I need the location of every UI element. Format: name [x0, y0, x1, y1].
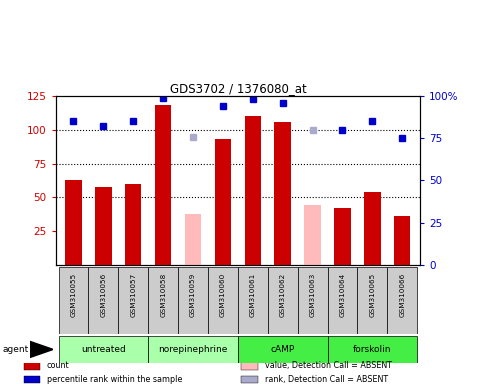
Bar [357, 267, 387, 334]
Bar [88, 267, 118, 334]
Text: percentile rank within the sample: percentile rank within the sample [47, 375, 182, 384]
Bar [242, 376, 258, 383]
Bar [58, 267, 88, 334]
Bar [327, 336, 417, 363]
Bar [244, 116, 261, 265]
Text: GSM310057: GSM310057 [130, 272, 136, 316]
Bar [242, 362, 258, 370]
Bar [274, 122, 291, 265]
Text: forskolin: forskolin [353, 345, 392, 354]
Bar [334, 208, 351, 265]
Bar [148, 267, 178, 334]
Bar [58, 336, 148, 363]
Text: GSM310061: GSM310061 [250, 272, 256, 316]
Bar [394, 216, 411, 265]
Text: GSM310059: GSM310059 [190, 272, 196, 316]
Bar [364, 192, 381, 265]
Bar [304, 205, 321, 265]
Text: GSM310056: GSM310056 [100, 272, 106, 316]
Bar [125, 184, 142, 265]
Bar [327, 267, 357, 334]
Bar [208, 267, 238, 334]
Text: cAMP: cAMP [270, 345, 295, 354]
Bar [24, 376, 40, 383]
Text: untreated: untreated [81, 345, 126, 354]
Bar [238, 336, 327, 363]
Text: GSM310066: GSM310066 [399, 272, 405, 316]
Bar [95, 187, 112, 265]
Bar [24, 362, 40, 370]
Text: GSM310062: GSM310062 [280, 272, 286, 316]
Bar [215, 139, 231, 265]
Bar [155, 106, 171, 265]
Text: norepinephrine: norepinephrine [158, 345, 227, 354]
Text: GSM310060: GSM310060 [220, 272, 226, 316]
Bar [118, 267, 148, 334]
Bar [148, 336, 238, 363]
Bar [65, 180, 82, 265]
Polygon shape [30, 341, 53, 358]
Bar [178, 267, 208, 334]
Text: GSM310064: GSM310064 [340, 272, 345, 316]
Bar [298, 267, 327, 334]
Bar [185, 214, 201, 265]
Text: GSM310065: GSM310065 [369, 272, 375, 316]
Text: value, Detection Call = ABSENT: value, Detection Call = ABSENT [265, 361, 392, 370]
Title: GDS3702 / 1376080_at: GDS3702 / 1376080_at [170, 82, 306, 95]
Text: GSM310063: GSM310063 [310, 272, 315, 316]
Bar [268, 267, 298, 334]
Bar [387, 267, 417, 334]
Text: GSM310058: GSM310058 [160, 272, 166, 316]
Text: rank, Detection Call = ABSENT: rank, Detection Call = ABSENT [265, 375, 388, 384]
Text: GSM310055: GSM310055 [71, 272, 76, 316]
Bar [238, 267, 268, 334]
Text: count: count [47, 361, 70, 370]
Text: agent: agent [2, 345, 28, 354]
